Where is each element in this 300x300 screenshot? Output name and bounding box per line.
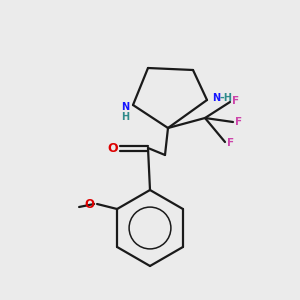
Text: O: O [84,197,94,211]
Text: F: F [232,96,239,106]
Text: F: F [235,117,242,127]
Text: –H: –H [220,93,233,103]
Text: N: N [121,102,129,112]
Text: H: H [121,112,129,122]
Text: N: N [212,93,220,103]
Text: O: O [107,142,118,155]
Text: F: F [227,138,234,148]
